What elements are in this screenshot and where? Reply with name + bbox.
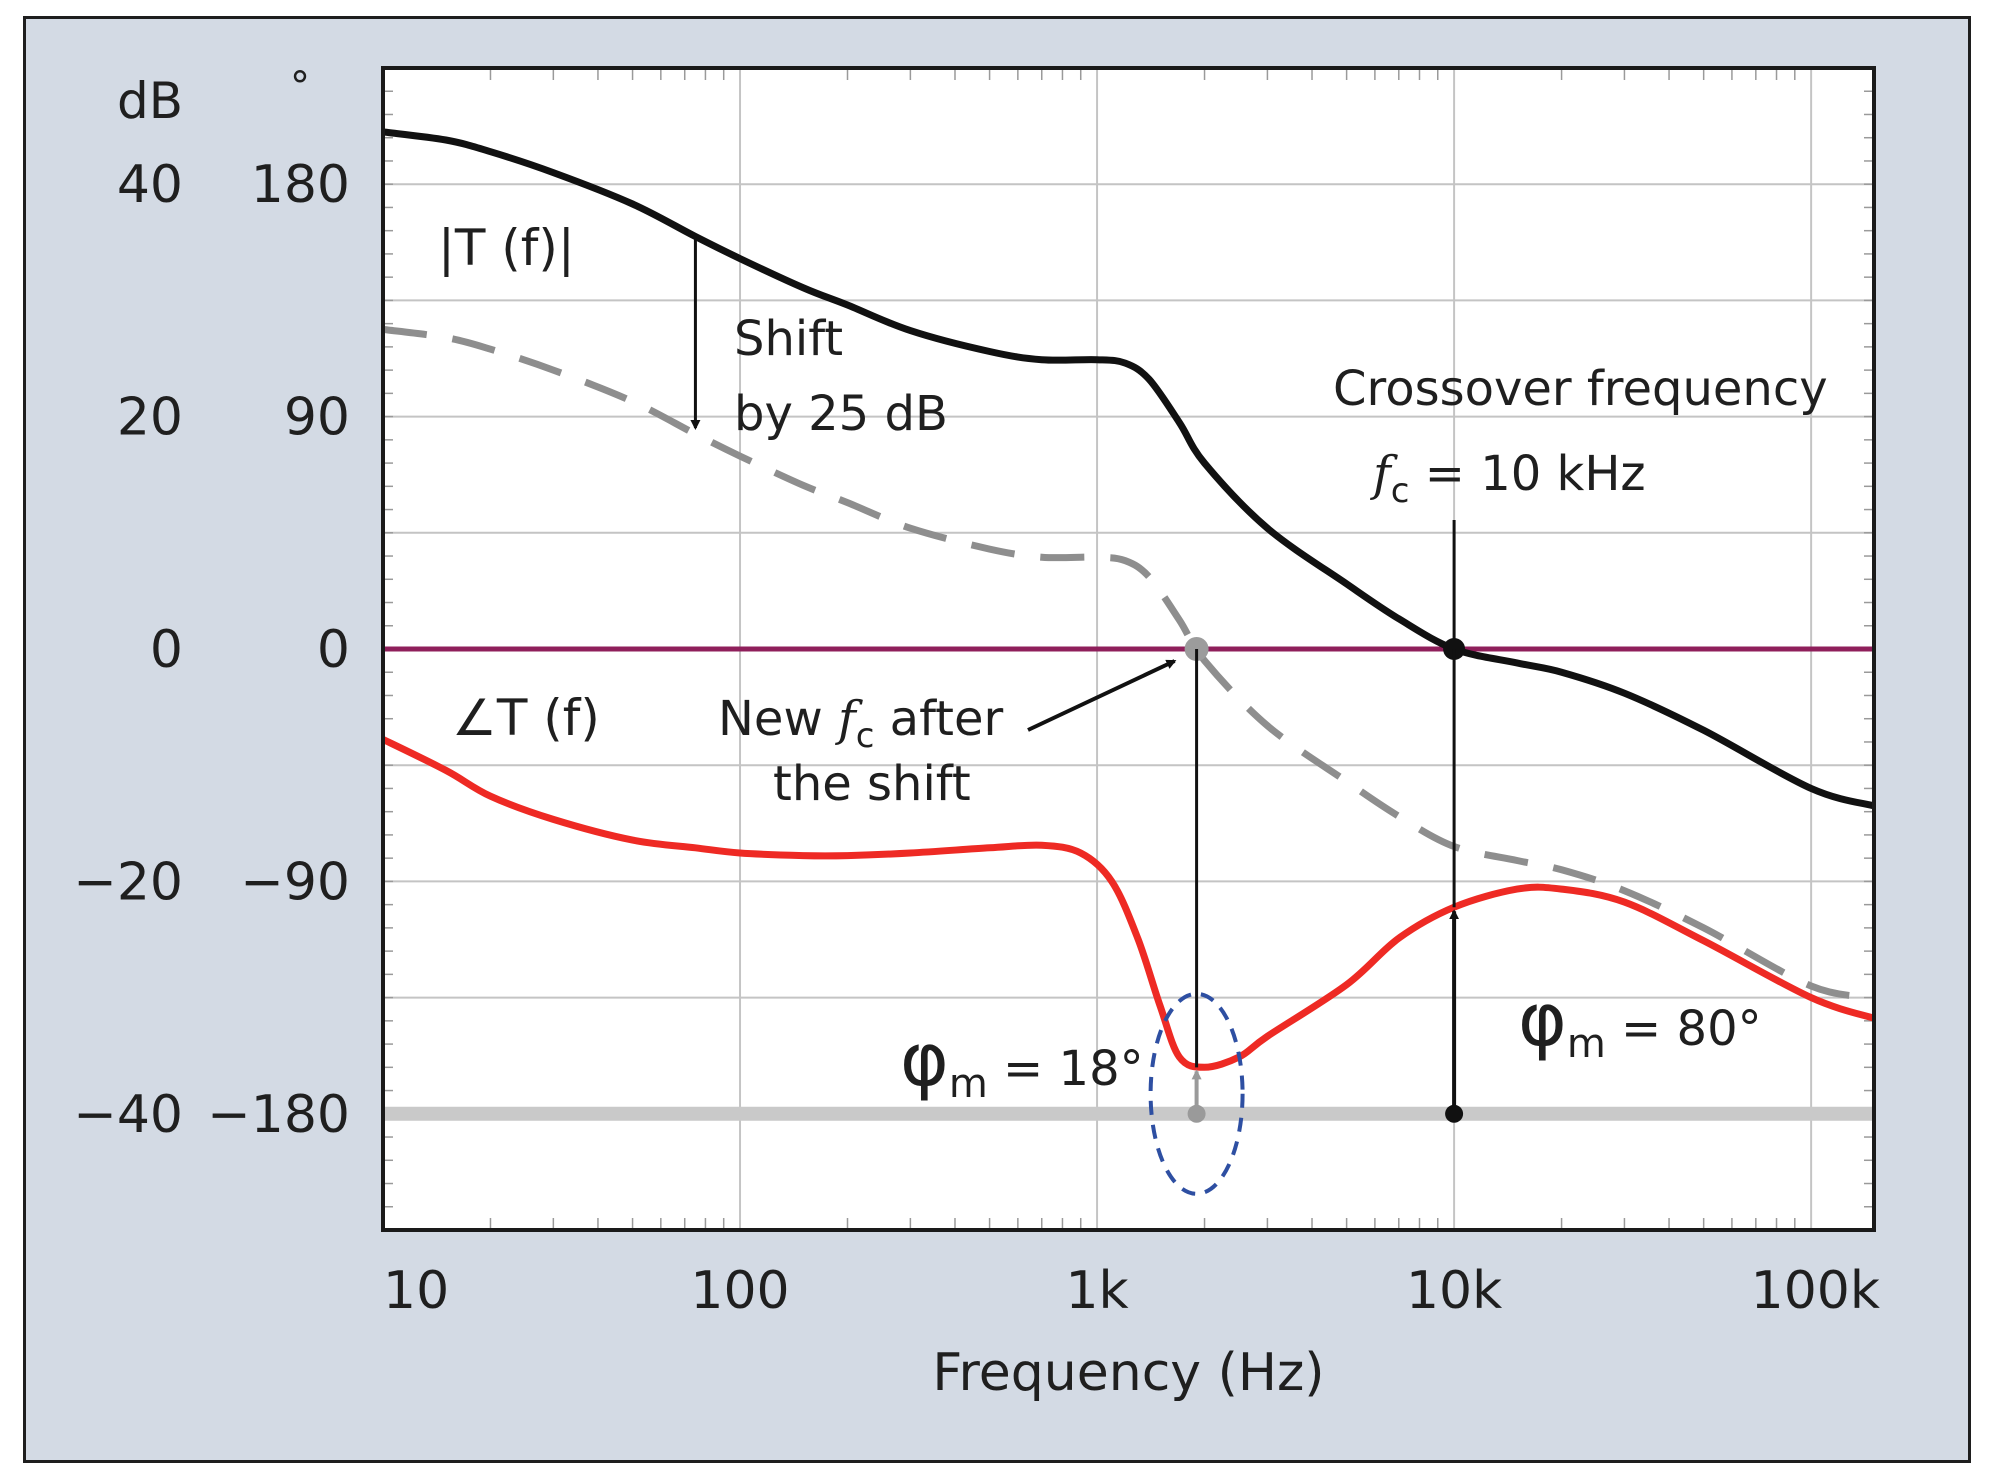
phase-margin-18-base-dot bbox=[1187, 1104, 1206, 1123]
x-tick-label: 10 bbox=[383, 1261, 449, 1321]
right-tick-label: −90 bbox=[240, 852, 350, 912]
new-fc-part1: New bbox=[718, 691, 838, 747]
new-fc-subscript: c bbox=[856, 716, 875, 756]
new-fc-part2: after bbox=[874, 691, 1003, 747]
right-tick-label: 180 bbox=[251, 155, 350, 215]
axes-labels: 10 100 1k 10k 100k Frequency (Hz) 40 20 0 −20 −40 1… bbox=[73, 64, 1880, 1403]
phase-margin-highlight-ellipse bbox=[1148, 991, 1245, 1196]
new-fc-annotation-line2: the shift bbox=[773, 756, 971, 812]
phi2-symbol: φ bbox=[1518, 977, 1567, 1063]
magnitude-curve bbox=[382, 128, 1875, 810]
phase-margin-18-label: φm = 18° bbox=[900, 1017, 1144, 1107]
phi2-value: = 80° bbox=[1606, 1001, 1762, 1057]
right-tick-label: −180 bbox=[207, 1085, 350, 1145]
phase-series-label: ∠T (f) bbox=[452, 689, 600, 747]
left-axis-unit: dB bbox=[117, 72, 183, 130]
crossover-annotation-line2: fc = 10 kHz bbox=[1370, 446, 1646, 511]
right-axis-unit: ° bbox=[290, 64, 310, 110]
phase-curve bbox=[381, 736, 1876, 1071]
left-tick-label: −40 bbox=[73, 1085, 183, 1145]
shifted-magnitude-curve bbox=[382, 325, 1875, 1002]
left-tick-label: −20 bbox=[73, 852, 183, 912]
shift-annotation-line1: Shift bbox=[734, 311, 843, 367]
crossover-value: = 10 kHz bbox=[1409, 446, 1645, 502]
left-tick-label: 40 bbox=[117, 155, 183, 215]
crossover-annotation-line1: Crossover frequency bbox=[1333, 361, 1828, 417]
x-tick-label: 1k bbox=[1065, 1261, 1128, 1321]
series-layer bbox=[381, 128, 1876, 1071]
shift-annotation-line2: by 25 dB bbox=[734, 386, 948, 442]
phi2-subscript: m bbox=[1567, 1021, 1606, 1067]
phi1-subscript: m bbox=[949, 1061, 988, 1107]
x-tick-label: 100k bbox=[1751, 1261, 1880, 1321]
left-tick-label: 20 bbox=[117, 388, 183, 448]
new-fc-pointer-arrow bbox=[1027, 659, 1177, 732]
x-tick-label: 100 bbox=[690, 1261, 789, 1321]
left-tick-label: 0 bbox=[150, 620, 183, 680]
x-axis-title: Frequency (Hz) bbox=[932, 1343, 1324, 1403]
phi1-symbol: φ bbox=[900, 1017, 949, 1103]
new-fc-annotation-line1: New fc after bbox=[718, 691, 1004, 756]
phase-margin-80-base-dot bbox=[1445, 1104, 1464, 1123]
right-tick-label: 90 bbox=[284, 388, 350, 448]
phase-margin-80-label: φm = 80° bbox=[1518, 977, 1762, 1067]
plot-border bbox=[381, 66, 1876, 1232]
crossover-subscript: c bbox=[1391, 471, 1410, 511]
annotation-layer bbox=[690, 236, 1466, 1196]
x-tick-label: 10k bbox=[1406, 1261, 1502, 1321]
magnitude-series-label: |T (f)| bbox=[438, 219, 575, 277]
right-tick-label: 0 bbox=[317, 620, 350, 680]
phi1-value: = 18° bbox=[988, 1041, 1144, 1097]
reference-lines bbox=[383, 646, 1874, 1121]
